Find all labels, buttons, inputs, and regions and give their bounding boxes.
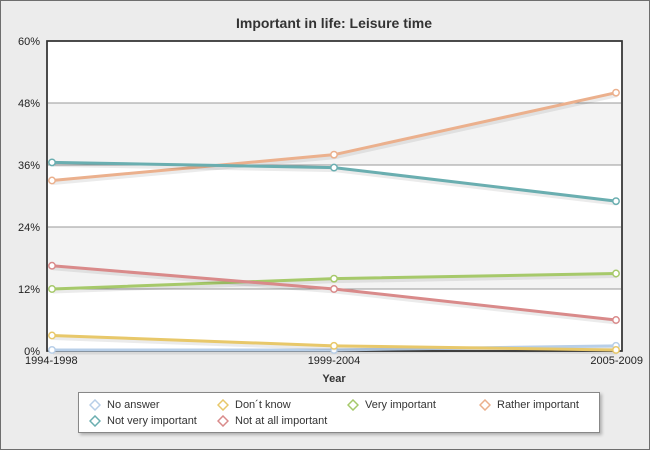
legend-item[interactable]: Don´t know: [217, 397, 291, 413]
data-point[interactable]: [48, 285, 56, 293]
data-point[interactable]: [612, 316, 620, 324]
y-tick-label: 0%: [24, 346, 40, 358]
legend-label: Not very important: [107, 415, 197, 427]
data-point[interactable]: [612, 346, 620, 354]
y-axis-ticks: 0% 12% 24% 36% 48% 60%: [18, 36, 40, 358]
legend-label: Don´t know: [235, 399, 291, 411]
legend-item[interactable]: Rather important: [479, 397, 579, 413]
data-point[interactable]: [330, 285, 338, 293]
legend-item[interactable]: Not at all important: [217, 413, 327, 429]
legend-label: Not at all important: [235, 415, 328, 427]
x-axis-ticks: 1994-1998 1999-2004 2005-2009: [25, 355, 643, 367]
series-4: [48, 158, 620, 206]
legend-marker-icon: [89, 415, 101, 427]
legend-item[interactable]: Not very important: [89, 413, 197, 429]
legend-marker-icon: [217, 415, 229, 427]
data-point[interactable]: [330, 150, 338, 159]
legend-label: Rather important: [497, 399, 579, 411]
data-point[interactable]: [48, 261, 56, 270]
data-point[interactable]: [48, 158, 56, 167]
data-point[interactable]: [330, 274, 338, 283]
y-tick-label: 48%: [18, 98, 40, 110]
x-axis-label: Year: [322, 373, 346, 385]
x-tick-label: 1994-1998: [25, 355, 78, 367]
legend-label: No answer: [107, 399, 160, 411]
data-point[interactable]: [612, 197, 620, 206]
data-point[interactable]: [612, 88, 620, 97]
y-tick-label: 36%: [18, 160, 40, 172]
plot-background: [46, 40, 623, 352]
data-point[interactable]: [48, 331, 56, 340]
legend-item[interactable]: Very important: [347, 397, 436, 413]
y-tick-label: 24%: [18, 222, 40, 234]
series-3: [48, 88, 620, 185]
legend-marker-icon: [347, 399, 359, 411]
y-tick-label: 60%: [18, 36, 40, 48]
legend-marker-icon: [89, 399, 101, 411]
series-1: [48, 331, 620, 355]
chart-legend: No answer Don´t know Very important Rather …: [78, 392, 600, 433]
data-point[interactable]: [48, 176, 56, 185]
x-tick-label: 1999-2004: [308, 355, 361, 367]
series-lines: [48, 88, 620, 355]
data-point[interactable]: [330, 341, 338, 350]
series-5: [48, 261, 620, 325]
chart-title: Important in life: Leisure time: [236, 15, 432, 31]
legend-item[interactable]: No answer: [89, 397, 160, 413]
data-point[interactable]: [612, 269, 620, 278]
data-point[interactable]: [330, 163, 338, 172]
legend-marker-icon: [479, 399, 491, 411]
data-point[interactable]: [48, 346, 56, 354]
series-2: [48, 269, 620, 294]
x-tick-label: 2005-2009: [590, 355, 643, 367]
legend-marker-icon: [217, 399, 229, 411]
legend-label: Very important: [365, 399, 436, 411]
y-tick-label: 12%: [18, 284, 40, 296]
